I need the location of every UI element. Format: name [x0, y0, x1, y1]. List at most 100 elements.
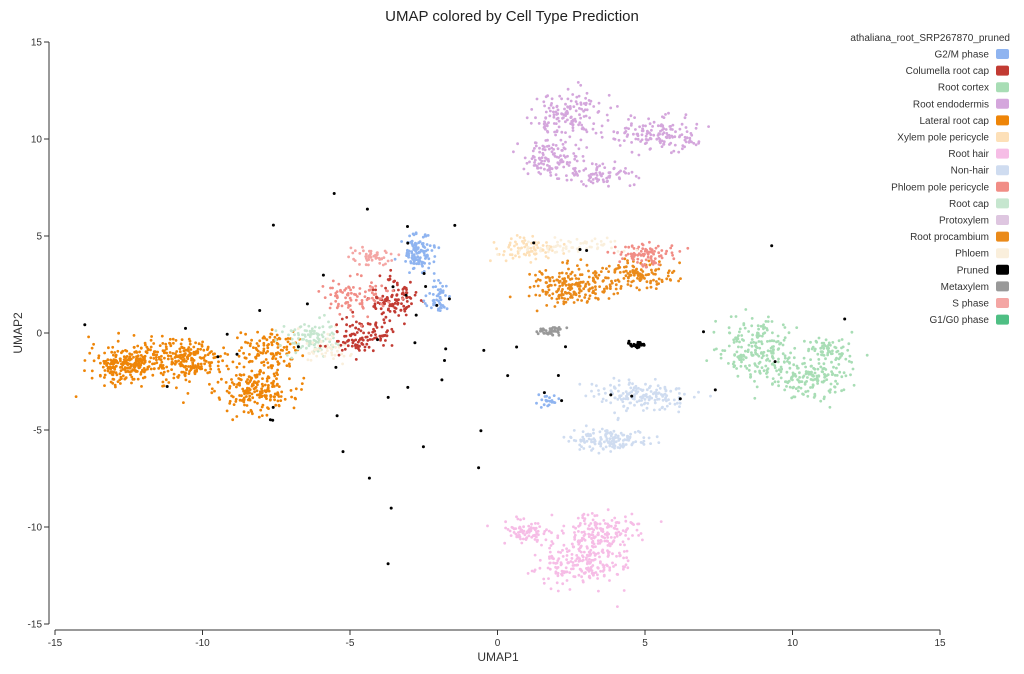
scatter-point [673, 135, 677, 139]
scatter-point [173, 362, 177, 366]
scatter-point [252, 383, 255, 387]
scatter-point [624, 245, 627, 249]
scatter-point [593, 237, 597, 241]
scatter-point [639, 388, 643, 391]
scatter-point [402, 304, 406, 308]
scatter-point [597, 451, 601, 455]
scatter-point [425, 304, 429, 308]
scatter-point [408, 271, 411, 274]
scatter-point [607, 553, 610, 557]
scatter-point [591, 564, 595, 567]
scatter-point [598, 430, 602, 434]
scatter-point [404, 293, 408, 297]
scatter-point [410, 239, 414, 243]
scatter-point [582, 287, 586, 291]
scatter-point [556, 571, 560, 575]
scatter-point [556, 147, 560, 151]
scatter-point [161, 380, 165, 384]
scatter-point [608, 437, 612, 441]
scatter-point [184, 378, 188, 382]
scatter-point [639, 277, 643, 281]
scatter-point [792, 356, 796, 360]
scatter-point [195, 368, 199, 372]
scatter-point [532, 284, 536, 288]
scatter-point [644, 134, 648, 138]
legend-swatch [996, 231, 1009, 242]
scatter-point [367, 345, 371, 349]
scatter-point [294, 348, 297, 352]
scatter-point [161, 349, 165, 353]
scatter-point [512, 150, 515, 154]
scatter-point [791, 373, 795, 377]
scatter-point [618, 271, 622, 274]
scatter-point [600, 400, 604, 403]
scatter-point [179, 356, 183, 360]
scatter-point [551, 333, 555, 337]
scatter-point [442, 305, 446, 309]
legend-label: Xylem pole pericycle [897, 133, 989, 144]
scatter-point [97, 354, 101, 358]
scatter-point [260, 361, 263, 364]
scatter-point [757, 340, 761, 343]
scatter-point [378, 261, 382, 265]
scatter-point [592, 271, 595, 275]
scatter-point [574, 559, 577, 563]
scatter-point [549, 332, 553, 335]
scatter-point [546, 130, 550, 134]
scatter-point [574, 143, 578, 147]
scatter-point [344, 296, 347, 300]
scatter-point [506, 528, 510, 531]
scatter-point [750, 344, 754, 348]
scatter-point [578, 523, 582, 527]
scatter-point [666, 274, 670, 278]
scatter-point [317, 290, 321, 293]
scatter-point [175, 350, 179, 353]
scatter-point [113, 383, 117, 387]
scatter-point [511, 256, 515, 260]
scatter-point [616, 131, 619, 134]
scatter-point [112, 370, 116, 374]
scatter-point [516, 517, 520, 521]
scatter-point [300, 388, 303, 391]
scatter-point [289, 389, 293, 392]
scatter-point [268, 418, 272, 422]
scatter-point [662, 140, 666, 144]
scatter-point [605, 236, 609, 240]
scatter-point [770, 351, 774, 355]
scatter-point [608, 566, 612, 570]
scatter-point [258, 339, 262, 343]
scatter-point [405, 300, 409, 303]
scatter-point [376, 301, 380, 304]
scatter-point [785, 370, 789, 374]
scatter-point [664, 113, 667, 116]
scatter-point [649, 442, 652, 445]
scatter-point [319, 344, 322, 348]
scatter-point [556, 108, 560, 112]
scatter-point [411, 254, 414, 257]
scatter-point [624, 171, 628, 175]
scatter-point [648, 263, 652, 267]
scatter-point [242, 398, 246, 402]
scatter-point [346, 292, 350, 295]
scatter-point [340, 348, 344, 352]
scatter-point [822, 347, 826, 350]
scatter-point [368, 254, 372, 258]
scatter-point [657, 282, 660, 285]
scatter-point [285, 353, 289, 357]
scatter-point [561, 116, 564, 120]
scatter-point [584, 96, 587, 100]
scatter-point [788, 385, 792, 389]
scatter-point [554, 122, 558, 125]
scatter-point [444, 294, 447, 297]
scatter-point [811, 385, 814, 389]
scatter-point [627, 392, 631, 396]
scatter-point [225, 409, 229, 413]
scatter-point [657, 136, 661, 140]
scatter-point [638, 399, 641, 403]
scatter-point [541, 248, 545, 252]
scatter-point [197, 366, 201, 370]
scatter-point [103, 362, 106, 365]
scatter-point [793, 346, 797, 350]
scatter-point [760, 356, 764, 360]
scatter-point [779, 370, 783, 374]
